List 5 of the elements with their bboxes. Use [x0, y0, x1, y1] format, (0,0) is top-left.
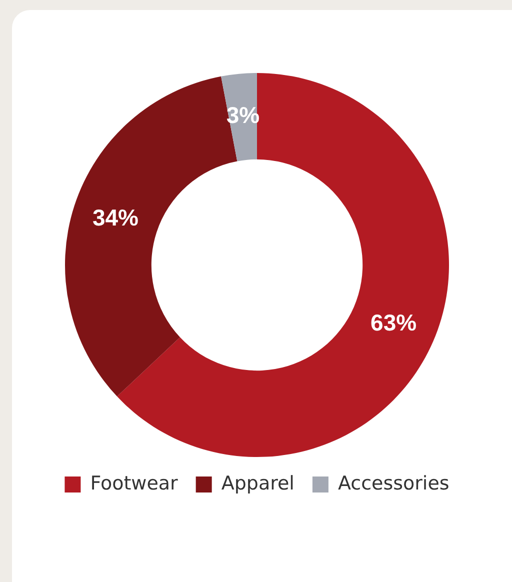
data-label: 63% — [370, 309, 417, 336]
legend-label: Accessories — [338, 472, 450, 494]
data-label: 34% — [92, 204, 139, 230]
legend-label: Apparel — [221, 472, 294, 494]
legend-label: Footwear — [90, 472, 178, 494]
